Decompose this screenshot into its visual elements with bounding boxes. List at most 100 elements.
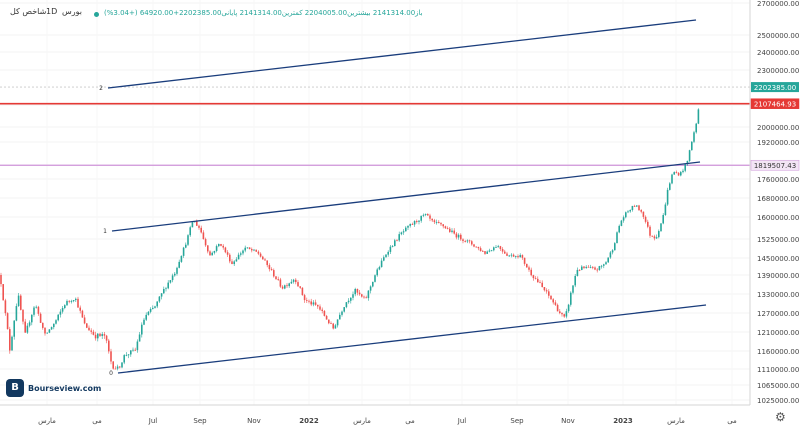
gear-icon[interactable]: ⚙ [775,410,786,424]
candle-body [380,260,383,268]
candle-body [303,295,306,301]
candle-body [207,245,209,252]
candle-body [158,296,161,302]
last-price-badge [751,82,799,93]
candle-body [464,241,466,242]
candle-body [675,172,678,173]
candle-body [517,256,519,258]
price-tick-label: 2500000.00 [757,32,799,40]
candle-body [567,304,570,312]
candle-body [455,233,458,238]
interval-label[interactable]: 1D [46,7,58,16]
candle-body [292,279,295,282]
candle-body [242,250,244,254]
candle-body [339,314,341,320]
time-axis[interactable]: مارس می Jul Sep Nov 2022 مارس می Jul Sep Nov 2023 ما… [38,417,737,425]
watermark-text: Bourseview.com [28,384,102,393]
candle-body [409,224,411,226]
channel-line-bottom[interactable] [117,304,707,374]
candle-body [528,267,530,270]
candle-body [116,366,119,369]
candle-body [504,251,506,254]
candle-body [31,314,33,323]
candle-body [402,231,405,233]
candle-body [229,254,231,262]
time-tick-label: Jul [148,417,158,425]
candle-body [112,361,114,369]
candle-body [688,150,691,161]
candle-body [453,230,455,234]
candle-body [352,294,354,298]
candle-body [638,205,640,211]
channel-lines-layer: 0 1 2 [99,19,707,377]
price-tick-label: 2300000.00 [757,67,799,75]
candle-body [484,251,486,254]
candle-body [176,267,178,274]
candle-body [695,123,697,133]
candle-body [334,325,337,329]
candle-body [169,280,172,283]
candle-body [677,172,680,176]
candle-body [17,295,20,307]
candle-body [662,214,664,224]
candle-body [321,309,323,311]
candle-body [358,292,361,295]
candle-body [244,247,246,251]
candle-body [526,263,528,268]
price-tick-label: 1330000.00 [757,291,799,299]
candle-body [61,308,64,312]
candle-body [407,225,409,228]
candle-body [589,266,592,268]
time-tick-label: Nov [561,417,575,425]
price-tick-label: 1025000.00 [757,397,799,405]
price-tick-label: 1210000.00 [757,329,799,337]
candle-body [55,320,57,324]
candle-body [596,269,598,271]
candle-body [616,232,618,244]
candle-body [246,247,249,249]
time-tick-label: مارس [667,417,685,425]
candle-body [33,307,35,315]
candle-body [0,275,2,285]
candle-body [83,317,86,324]
candle-body [506,253,508,256]
candle-body [578,269,581,271]
candle-body [101,334,103,336]
candle-body [479,248,482,252]
candle-body [70,301,73,302]
candle-body [537,278,539,283]
candle-body [259,253,262,257]
candle-body [466,240,469,242]
candle-body [185,244,187,248]
candle-body [413,221,416,225]
candle-body [37,306,40,314]
candle-body [92,331,95,335]
candle-body [664,204,667,215]
candle-body [660,223,662,232]
candle-body [11,336,13,351]
candle-body [374,275,376,282]
candle-body [585,266,587,268]
candle-body [273,270,275,277]
candle-body [486,251,488,254]
candle-body [440,223,442,225]
candle-body [636,205,638,207]
candle-body [548,291,550,296]
channel-line-middle[interactable] [111,161,701,232]
candle-body [200,227,202,233]
channel-line-top[interactable] [107,19,697,89]
bourseview-logo-icon: B [6,379,24,397]
candle-body [396,240,398,242]
candle-body [233,261,235,265]
price-axis[interactable]: 2700000.00 2500000.00 2400000.00 2300000.00… [757,0,799,405]
candle-body [405,227,407,232]
candle-body [611,250,614,253]
candle-body [215,246,218,251]
candle-body [627,211,629,213]
price-tick-label: 1680000.00 [757,195,799,203]
resistance-price-label: 2107464.93 [754,101,796,109]
candle-body [435,222,438,223]
candle-body [59,311,62,315]
